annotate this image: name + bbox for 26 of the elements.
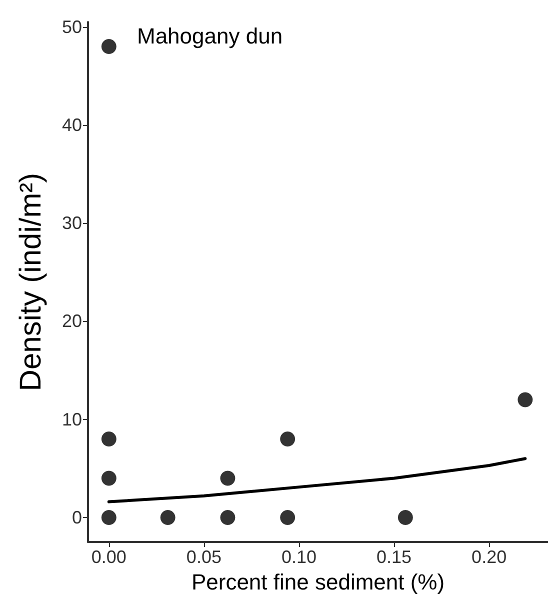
point bbox=[101, 431, 116, 446]
chart-title: Mahogany dun bbox=[137, 24, 283, 48]
x-tick-label: 0.00 bbox=[91, 547, 126, 567]
point bbox=[220, 510, 236, 525]
y-tick-label: 0 bbox=[72, 507, 82, 528]
point bbox=[101, 39, 116, 54]
x-tick-label: 0.15 bbox=[376, 547, 412, 567]
y-tick-label: 10 bbox=[62, 409, 82, 430]
x-tick-label: 0.20 bbox=[472, 547, 507, 567]
point bbox=[101, 470, 116, 486]
point bbox=[160, 510, 176, 525]
y-axis-title: Density (indi/m²) bbox=[14, 172, 48, 392]
y-tick-label: 30 bbox=[62, 213, 82, 234]
point bbox=[220, 470, 236, 486]
y-tick-label: 20 bbox=[62, 311, 82, 332]
x-tick-label: 0.10 bbox=[281, 547, 317, 567]
point bbox=[518, 392, 533, 408]
y-tick-label: 50 bbox=[62, 16, 82, 37]
point bbox=[280, 510, 296, 525]
point bbox=[101, 510, 116, 525]
y-tick-label: 40 bbox=[62, 115, 82, 136]
point bbox=[398, 510, 413, 525]
point bbox=[280, 431, 296, 446]
line-series bbox=[107, 457, 527, 504]
x-tick-label: 0.05 bbox=[186, 547, 222, 567]
x-axis-title: Percent fine sediment (%) bbox=[191, 569, 445, 594]
